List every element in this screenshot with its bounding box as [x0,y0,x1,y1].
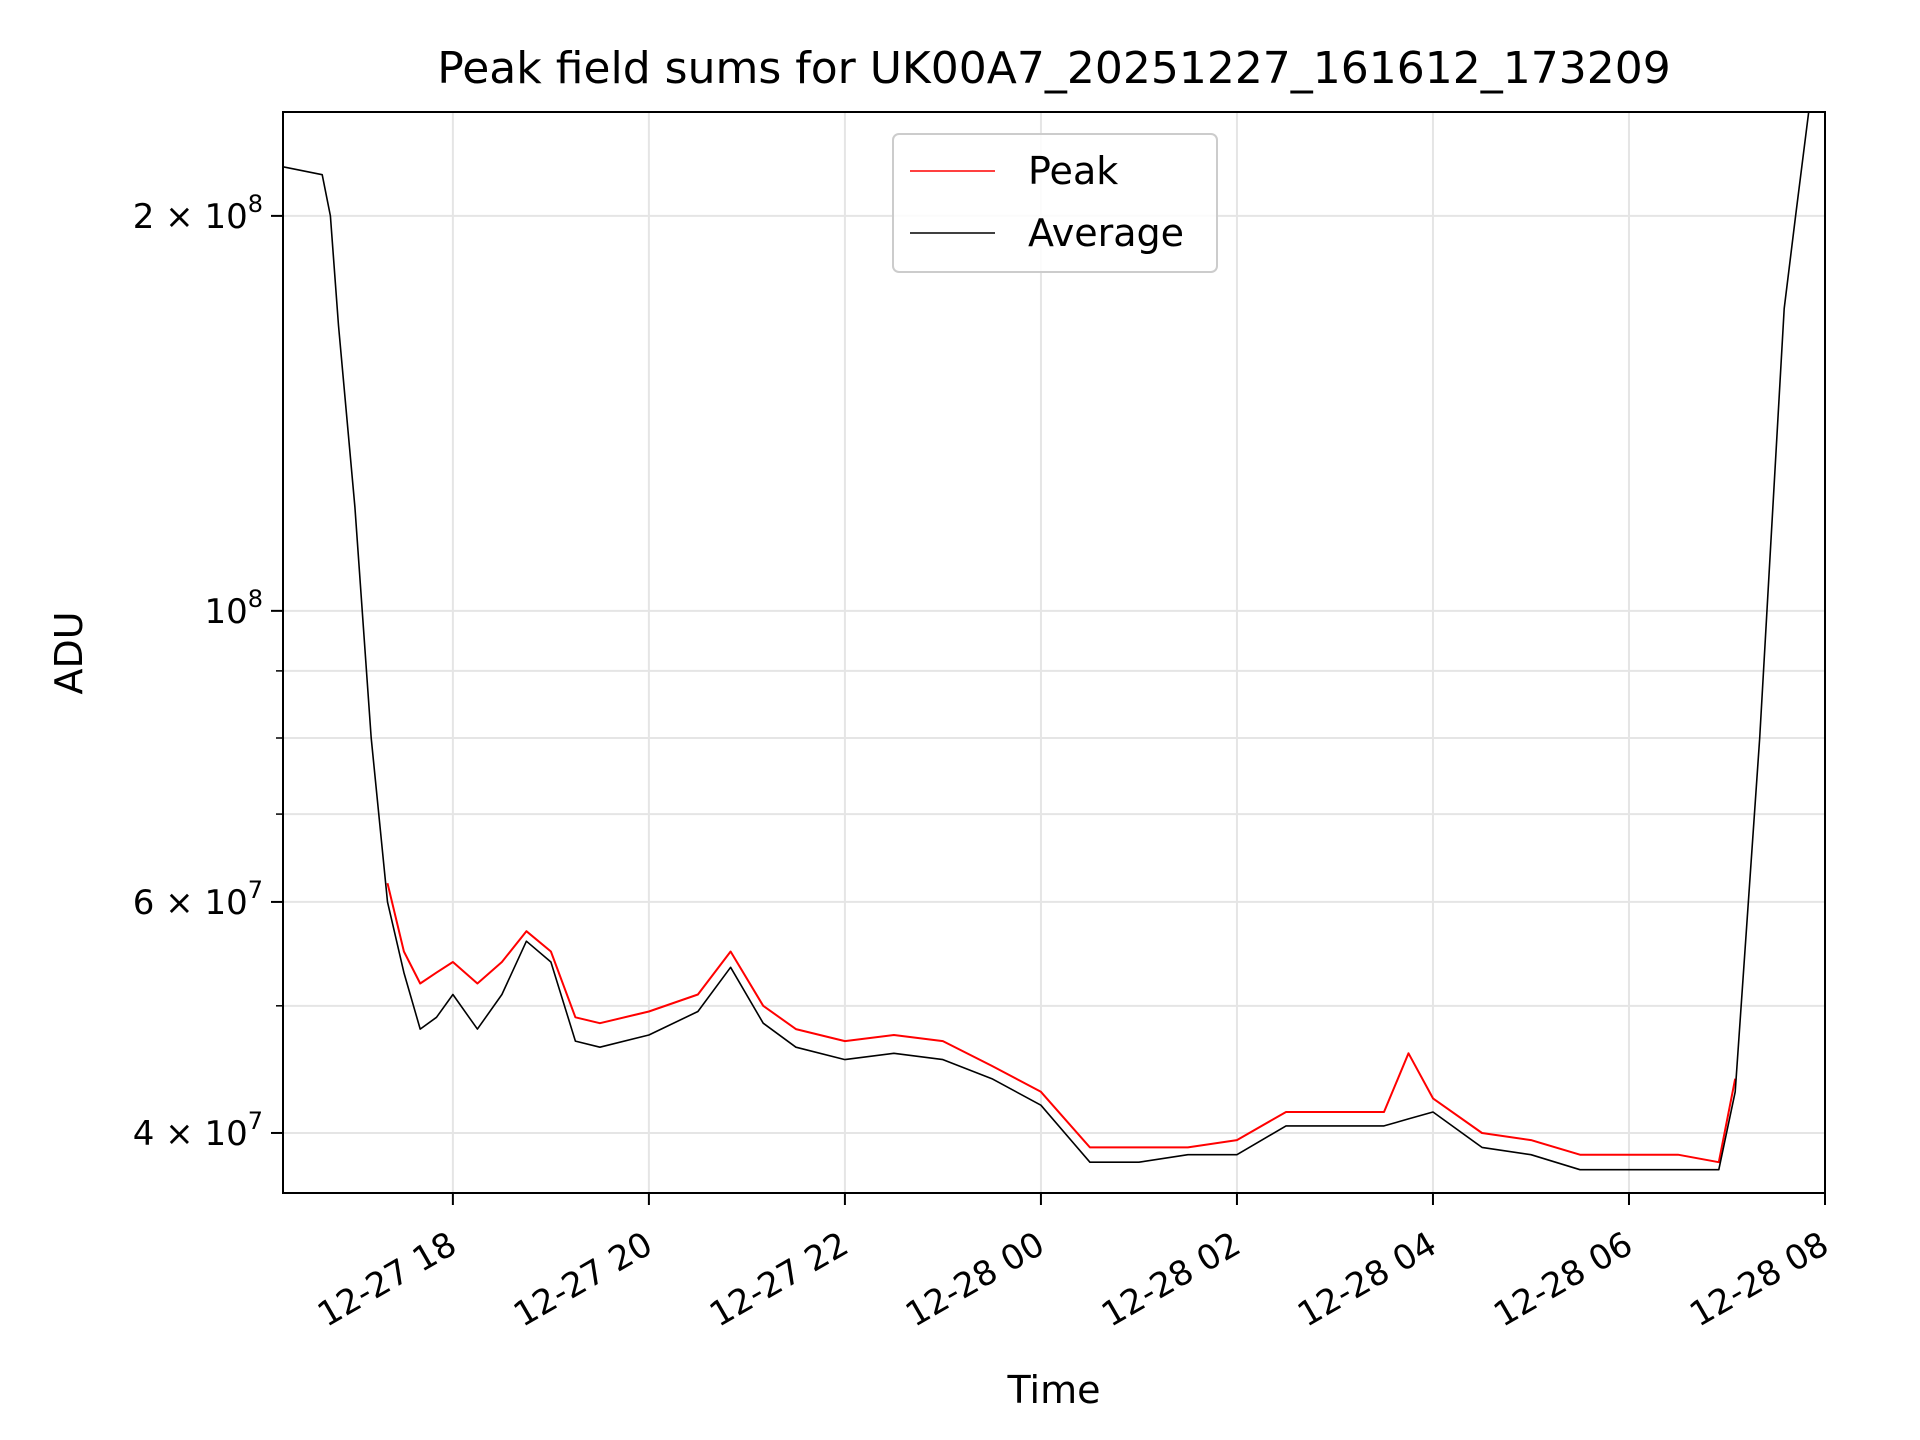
legend-box [892,133,1218,273]
y-tick-label: 2 × 108 [133,190,263,237]
series-layer [283,112,1810,1171]
series-line-peak [386,882,1737,1164]
legend: Peak Average [892,133,1218,273]
plot-frame [282,111,1826,1194]
legend-peak-label: Peak [1028,149,1118,193]
y-tick-label: 4 × 107 [133,1107,263,1154]
chart-title: Peak field sums for UK00A7_20251227_1616… [437,43,1670,94]
legend-average-label: Average [1028,211,1184,255]
x-axis-label: Time [1007,1368,1101,1412]
y-axis-label: ADU [47,611,91,694]
y-axis: 4 × 107 6 × 107 108 2 × 108 [133,190,283,1154]
series-line-average [283,112,1810,1171]
y-tick-label: 108 [204,585,263,632]
y-tick-label: 6 × 107 [133,876,263,923]
